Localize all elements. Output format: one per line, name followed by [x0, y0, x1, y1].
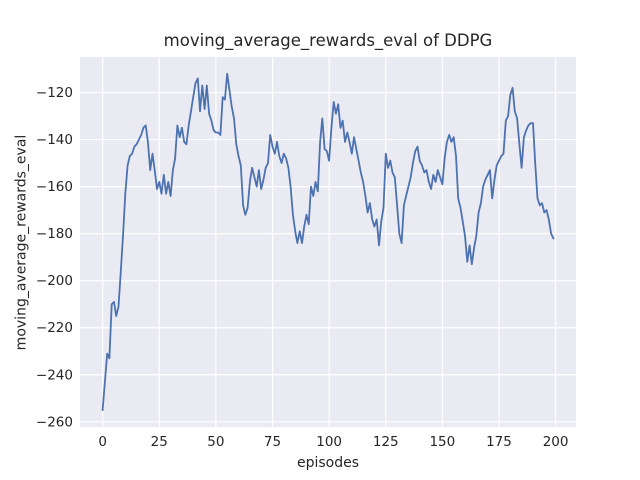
plot-background [80, 57, 576, 427]
y-tick-label: −200 [36, 273, 73, 289]
x-tick-label: 50 [207, 434, 224, 450]
x-tick-label: 100 [316, 434, 342, 450]
y-tick-label: −220 [36, 320, 73, 336]
y-tick-label: −140 [36, 132, 73, 148]
x-tick-label: 125 [373, 434, 399, 450]
chart-title: moving_average_rewards_eval of DDPG [163, 31, 493, 50]
x-tick-label: 75 [264, 434, 281, 450]
x-tick-label: 150 [429, 434, 455, 450]
x-tick-label: 25 [151, 434, 168, 450]
y-tick-label: −120 [36, 85, 73, 101]
y-tick-label: −160 [36, 179, 73, 195]
series-line [101, 72, 555, 412]
y-tick-label: −240 [36, 367, 73, 383]
x-axis-label: episodes [296, 455, 360, 471]
y-tick-label: −260 [36, 414, 73, 430]
y-axis-label: moving_average_rewards_eval [13, 134, 30, 351]
x-tick-label: 0 [98, 434, 107, 450]
x-tick-label: 200 [543, 434, 569, 450]
y-tick-label: −180 [36, 226, 73, 242]
x-tick-label: 175 [486, 434, 512, 450]
